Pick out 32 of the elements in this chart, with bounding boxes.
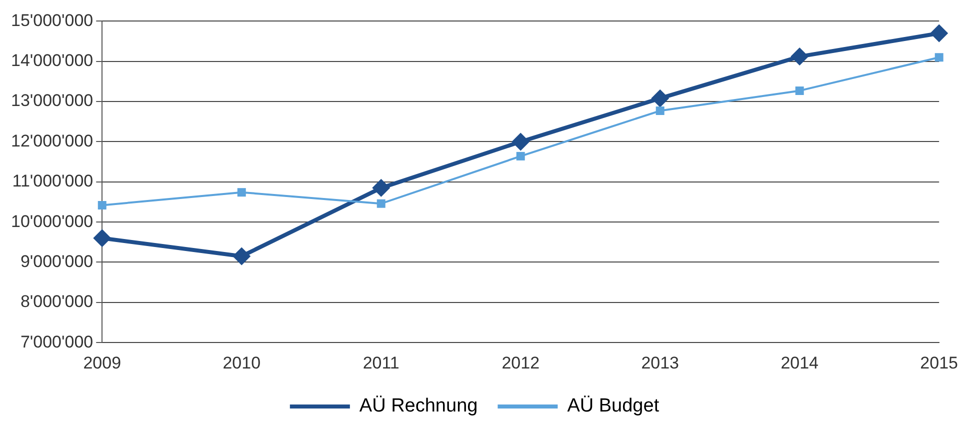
x-tick-label: 2013 xyxy=(641,353,680,372)
point xyxy=(651,89,670,108)
legend-label: AÜ Budget xyxy=(567,396,660,417)
point xyxy=(656,106,664,116)
point xyxy=(795,86,804,95)
y-tick-label: 13'000'000 xyxy=(10,91,94,110)
point xyxy=(237,188,246,197)
point xyxy=(232,247,251,266)
y-tick-label: 7'000'000 xyxy=(20,332,94,352)
y-tick-label: 12'000'000 xyxy=(10,131,94,150)
point xyxy=(512,132,530,151)
legend-label: AÜ Rechnung xyxy=(359,396,478,417)
x-tick-label: 2014 xyxy=(780,353,819,372)
x-tick-label: 2015 xyxy=(920,353,958,372)
y-tick-label: 8'000'000 xyxy=(20,292,94,312)
y-tick-label: 15'000'000 xyxy=(10,10,94,30)
point xyxy=(93,229,112,248)
x-tick-label: 2010 xyxy=(222,353,261,372)
y-tick-label: 10'000'000 xyxy=(10,212,94,231)
point xyxy=(934,53,944,62)
y-tick-label: 9'000'000 xyxy=(20,252,94,271)
x-tick-label: 2009 xyxy=(83,353,122,372)
x-tick-label: 2012 xyxy=(502,353,540,372)
point xyxy=(376,199,386,208)
y-tick-label: 14'000'000 xyxy=(10,51,94,70)
x-tick-label: 2011 xyxy=(362,353,400,372)
point xyxy=(516,152,525,160)
point xyxy=(930,24,948,42)
point xyxy=(98,200,106,210)
y-tick-label: 11'000'000 xyxy=(12,172,94,191)
point xyxy=(790,48,809,66)
point xyxy=(372,178,390,197)
